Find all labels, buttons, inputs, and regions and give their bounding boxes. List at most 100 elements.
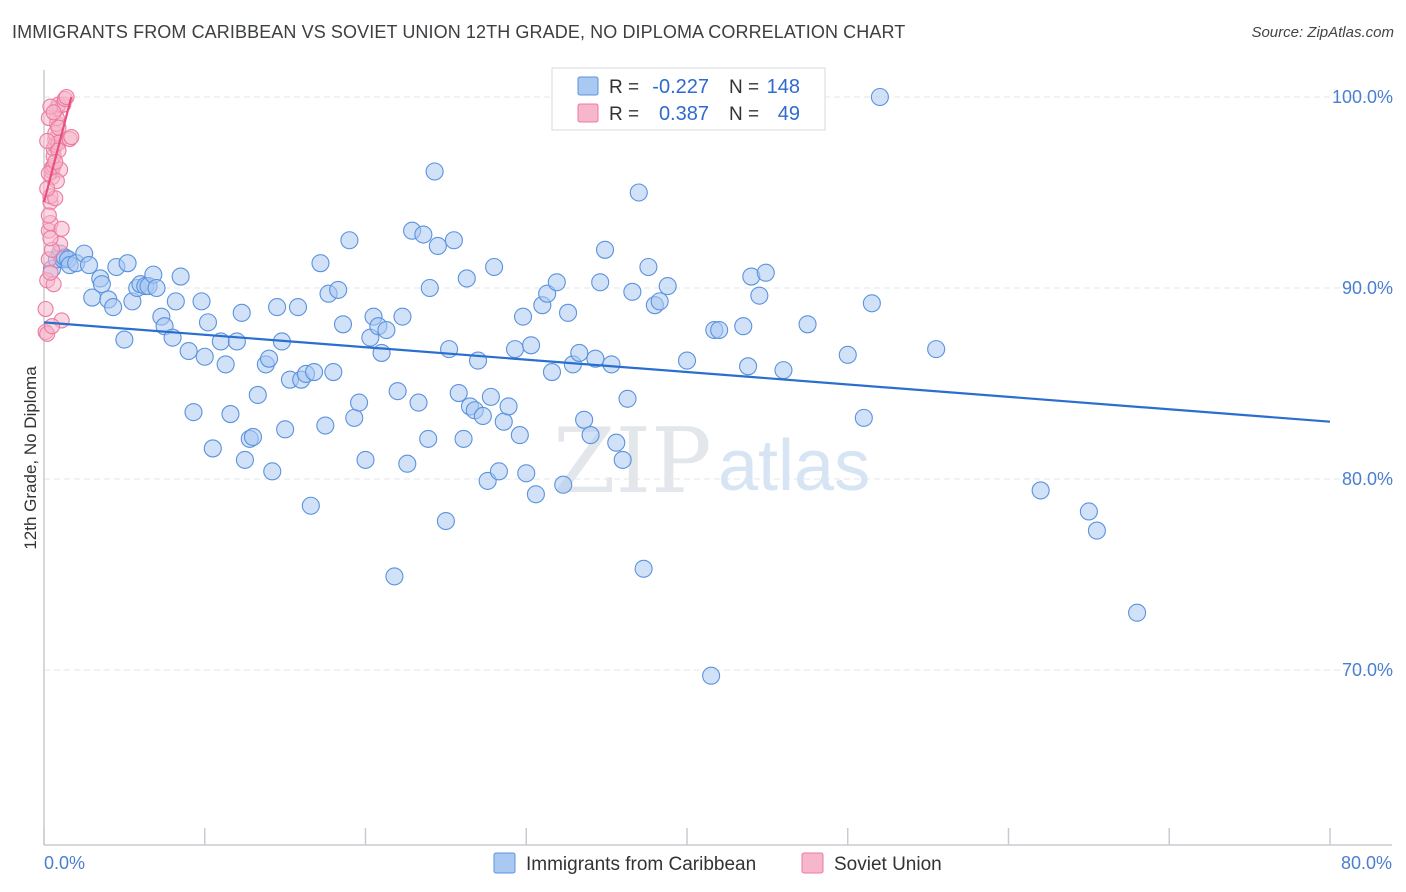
caribbean-point-61 xyxy=(329,280,348,299)
caribbean-point-116 xyxy=(591,273,610,292)
watermark: ZIP atlas xyxy=(553,409,870,514)
caribbean-point-102 xyxy=(517,464,536,483)
caribbean-point-33 xyxy=(195,347,214,366)
caribbean-point-83 xyxy=(436,511,455,531)
caribbean-point-117 xyxy=(595,240,615,259)
caribbean-point-71 xyxy=(377,320,396,340)
caribbean-point-31 xyxy=(184,403,203,422)
caribbean-point-121 xyxy=(618,389,637,408)
caribbean-point-92 xyxy=(473,406,492,426)
caribbean-point-147 xyxy=(1079,502,1098,521)
chart-title: IMMIGRANTS FROM CARIBBEAN VS SOVIET UNIO… xyxy=(12,22,906,42)
legend-swatch-soviet xyxy=(577,103,599,123)
caribbean-point-78 xyxy=(414,225,433,244)
caribbean-point-87 xyxy=(454,429,473,448)
series-caribbean-points xyxy=(42,87,1147,685)
legend-r-value-1: -0.227 xyxy=(652,76,709,98)
soviet-point-46 xyxy=(53,220,70,237)
caribbean-point-77 xyxy=(409,393,428,412)
caribbean-point-133 xyxy=(734,317,753,336)
caribbean-point-73 xyxy=(388,382,407,401)
caribbean-point-104 xyxy=(526,485,545,504)
caribbean-point-98 xyxy=(499,397,518,416)
caribbean-point-129 xyxy=(677,351,697,370)
caribbean-point-72 xyxy=(385,567,404,586)
caribbean-point-112 xyxy=(570,343,589,362)
caribbean-point-128 xyxy=(658,277,677,296)
caribbean-point-14 xyxy=(104,298,123,317)
caribbean-point-41 xyxy=(235,450,254,469)
caribbean-point-60 xyxy=(324,362,343,382)
caribbean-point-85 xyxy=(444,231,463,250)
caribbean-point-127 xyxy=(650,292,669,311)
caribbean-point-40 xyxy=(232,303,251,322)
trend-line-soviet xyxy=(42,96,73,203)
caribbean-point-80 xyxy=(420,278,439,298)
soviet-point-30 xyxy=(63,129,80,146)
caribbean-point-134 xyxy=(739,357,758,376)
caribbean-point-24 xyxy=(147,278,166,298)
legend-r-value-2: 0.387 xyxy=(659,103,709,125)
caribbean-point-107 xyxy=(542,362,562,382)
x-tick-label-min: 0.0% xyxy=(44,853,85,873)
caribbean-point-16 xyxy=(115,330,134,349)
legend-n-label-1: N = xyxy=(729,77,759,98)
gridlines xyxy=(44,96,1392,671)
caribbean-point-44 xyxy=(248,385,267,405)
caribbean-point-122 xyxy=(623,282,642,301)
caribbean-point-47 xyxy=(263,462,282,481)
caribbean-point-145 xyxy=(927,340,946,359)
caribbean-point-39 xyxy=(227,332,246,351)
caribbean-point-109 xyxy=(554,475,573,494)
caribbean-point-64 xyxy=(345,408,364,427)
caribbean-point-149 xyxy=(1128,603,1147,622)
y-tick-label-80: 80.0% xyxy=(1342,469,1393,489)
caribbean-point-75 xyxy=(398,454,417,473)
y-tick-label-70: 70.0% xyxy=(1342,660,1393,680)
caribbean-point-37 xyxy=(216,355,235,374)
caribbean-point-100 xyxy=(510,426,529,445)
caribbean-point-9 xyxy=(79,256,99,275)
caribbean-point-12 xyxy=(92,275,111,294)
caribbean-point-55 xyxy=(301,496,320,515)
bottom-legend-swatch-soviet xyxy=(801,852,824,874)
bottom-legend-label-soviet: Soviet Union xyxy=(834,854,942,875)
caribbean-point-56 xyxy=(305,362,324,382)
bottom-legend-swatch-caribbean xyxy=(493,852,516,874)
y-tick-label-90: 90.0% xyxy=(1342,278,1393,298)
caribbean-point-142 xyxy=(854,408,873,427)
source-label: Source: ZipAtlas.com xyxy=(1251,24,1394,41)
caribbean-point-66 xyxy=(356,450,375,469)
stats-legend: R = -0.227 N = 148 R = 0.387 N = 49 xyxy=(551,67,826,131)
soviet-point-42 xyxy=(42,230,59,247)
caribbean-point-118 xyxy=(602,355,621,374)
y-tick-label-100: 100.0% xyxy=(1332,87,1393,107)
caribbean-point-74 xyxy=(393,307,412,326)
caribbean-point-138 xyxy=(774,361,793,380)
caribbean-point-125 xyxy=(639,257,658,277)
soviet-point-1 xyxy=(37,300,54,318)
caribbean-point-103 xyxy=(522,336,541,355)
caribbean-point-52 xyxy=(288,298,308,317)
caribbean-point-97 xyxy=(494,412,513,431)
caribbean-point-115 xyxy=(586,349,605,368)
caribbean-point-96 xyxy=(489,462,508,481)
soviet-point-28 xyxy=(58,88,75,106)
caribbean-point-38 xyxy=(221,405,240,424)
caribbean-point-108 xyxy=(547,273,566,292)
bottom-legend-label-caribbean: Immigrants from Caribbean xyxy=(526,854,756,875)
caribbean-point-144 xyxy=(870,87,889,107)
x-axis-ticks xyxy=(43,828,1331,845)
caribbean-point-86 xyxy=(449,383,468,403)
trend-line-caribbean xyxy=(43,321,1331,423)
caribbean-point-119 xyxy=(607,433,626,452)
caribbean-point-141 xyxy=(838,345,857,364)
soviet-point-43 xyxy=(45,104,62,121)
caribbean-point-17 xyxy=(118,254,137,273)
caribbean-point-50 xyxy=(276,420,295,439)
legend-r-label-1: R = xyxy=(609,77,639,98)
soviet-point-40 xyxy=(39,132,56,149)
legend-n-value-1: 148 xyxy=(767,76,800,98)
soviet-point-47 xyxy=(43,318,61,335)
series-legend: Immigrants from Caribbean Soviet Union xyxy=(493,852,942,875)
